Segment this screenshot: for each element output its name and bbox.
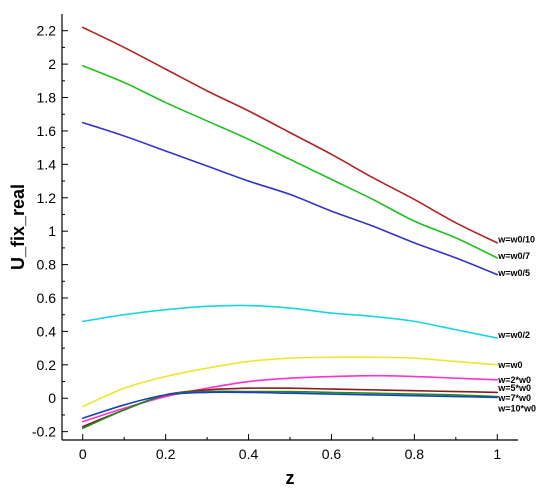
y-tick-label: -0.2: [32, 424, 56, 440]
series-label-1: w=w0/10: [497, 235, 535, 245]
x-tick-label: 1: [493, 446, 501, 462]
series-line-9: [81, 391, 499, 420]
y-tick-label: 1: [48, 223, 56, 239]
y-tick-label: 2: [48, 56, 56, 72]
y-tick-label: 1.2: [37, 190, 57, 206]
series-label-7: w=5*w0: [497, 383, 531, 393]
series-label-9: w=10*w0: [497, 403, 536, 413]
series-label-3: w=w0/5: [497, 268, 530, 278]
x-tick-label: 0: [79, 446, 87, 462]
y-tick-label: 1.8: [37, 90, 57, 106]
series-label-8: w=7*w0: [497, 393, 531, 403]
series-label-2: w=w0/7: [497, 251, 530, 261]
x-tick-label: 0.6: [322, 446, 342, 462]
series-labels: w=w0/10 w=w0/7 w=w0/5 w=w0/2 w=w0 w=2*w0w=5*w…: [497, 235, 536, 414]
y-tick-label: 0.6: [37, 290, 57, 306]
axes: 0 0.2 0.4 0.6 0.8 1 -0.2 0 0.2 0.4 0.6 0.8 1 1.2 1.4 1.…: [32, 14, 518, 462]
y-tick-label: 0.8: [37, 257, 57, 273]
series-group: [81, 26, 499, 430]
series-line-5: [81, 356, 499, 408]
x-tick-label: 0.8: [405, 446, 425, 462]
y-axis-title: U_fix_real: [8, 184, 28, 270]
series-line-6: [81, 374, 499, 423]
series-line-4: [81, 304, 499, 339]
series-label-6: w=2*w0: [497, 375, 531, 385]
x-tick-label: 0.4: [239, 446, 259, 462]
series-line-3: [81, 121, 499, 276]
series-label-4: w=w0/2: [497, 330, 530, 340]
y-tick-label: 0: [48, 390, 56, 406]
series-label-5: w=w0: [497, 360, 522, 370]
y-tick-label: 1.4: [37, 156, 57, 172]
x-tick-label: 0.2: [156, 446, 176, 462]
y-tick-label: 0.2: [37, 357, 57, 373]
y-tick-label: 1.6: [37, 123, 57, 139]
series-line-8: [81, 390, 499, 430]
y-tick-label: 0.4: [37, 323, 57, 339]
series-line-2: [81, 64, 499, 259]
series-line-1: [81, 26, 499, 244]
x-axis-title: z: [286, 468, 295, 488]
y-tick-label: 2.2: [37, 23, 57, 39]
